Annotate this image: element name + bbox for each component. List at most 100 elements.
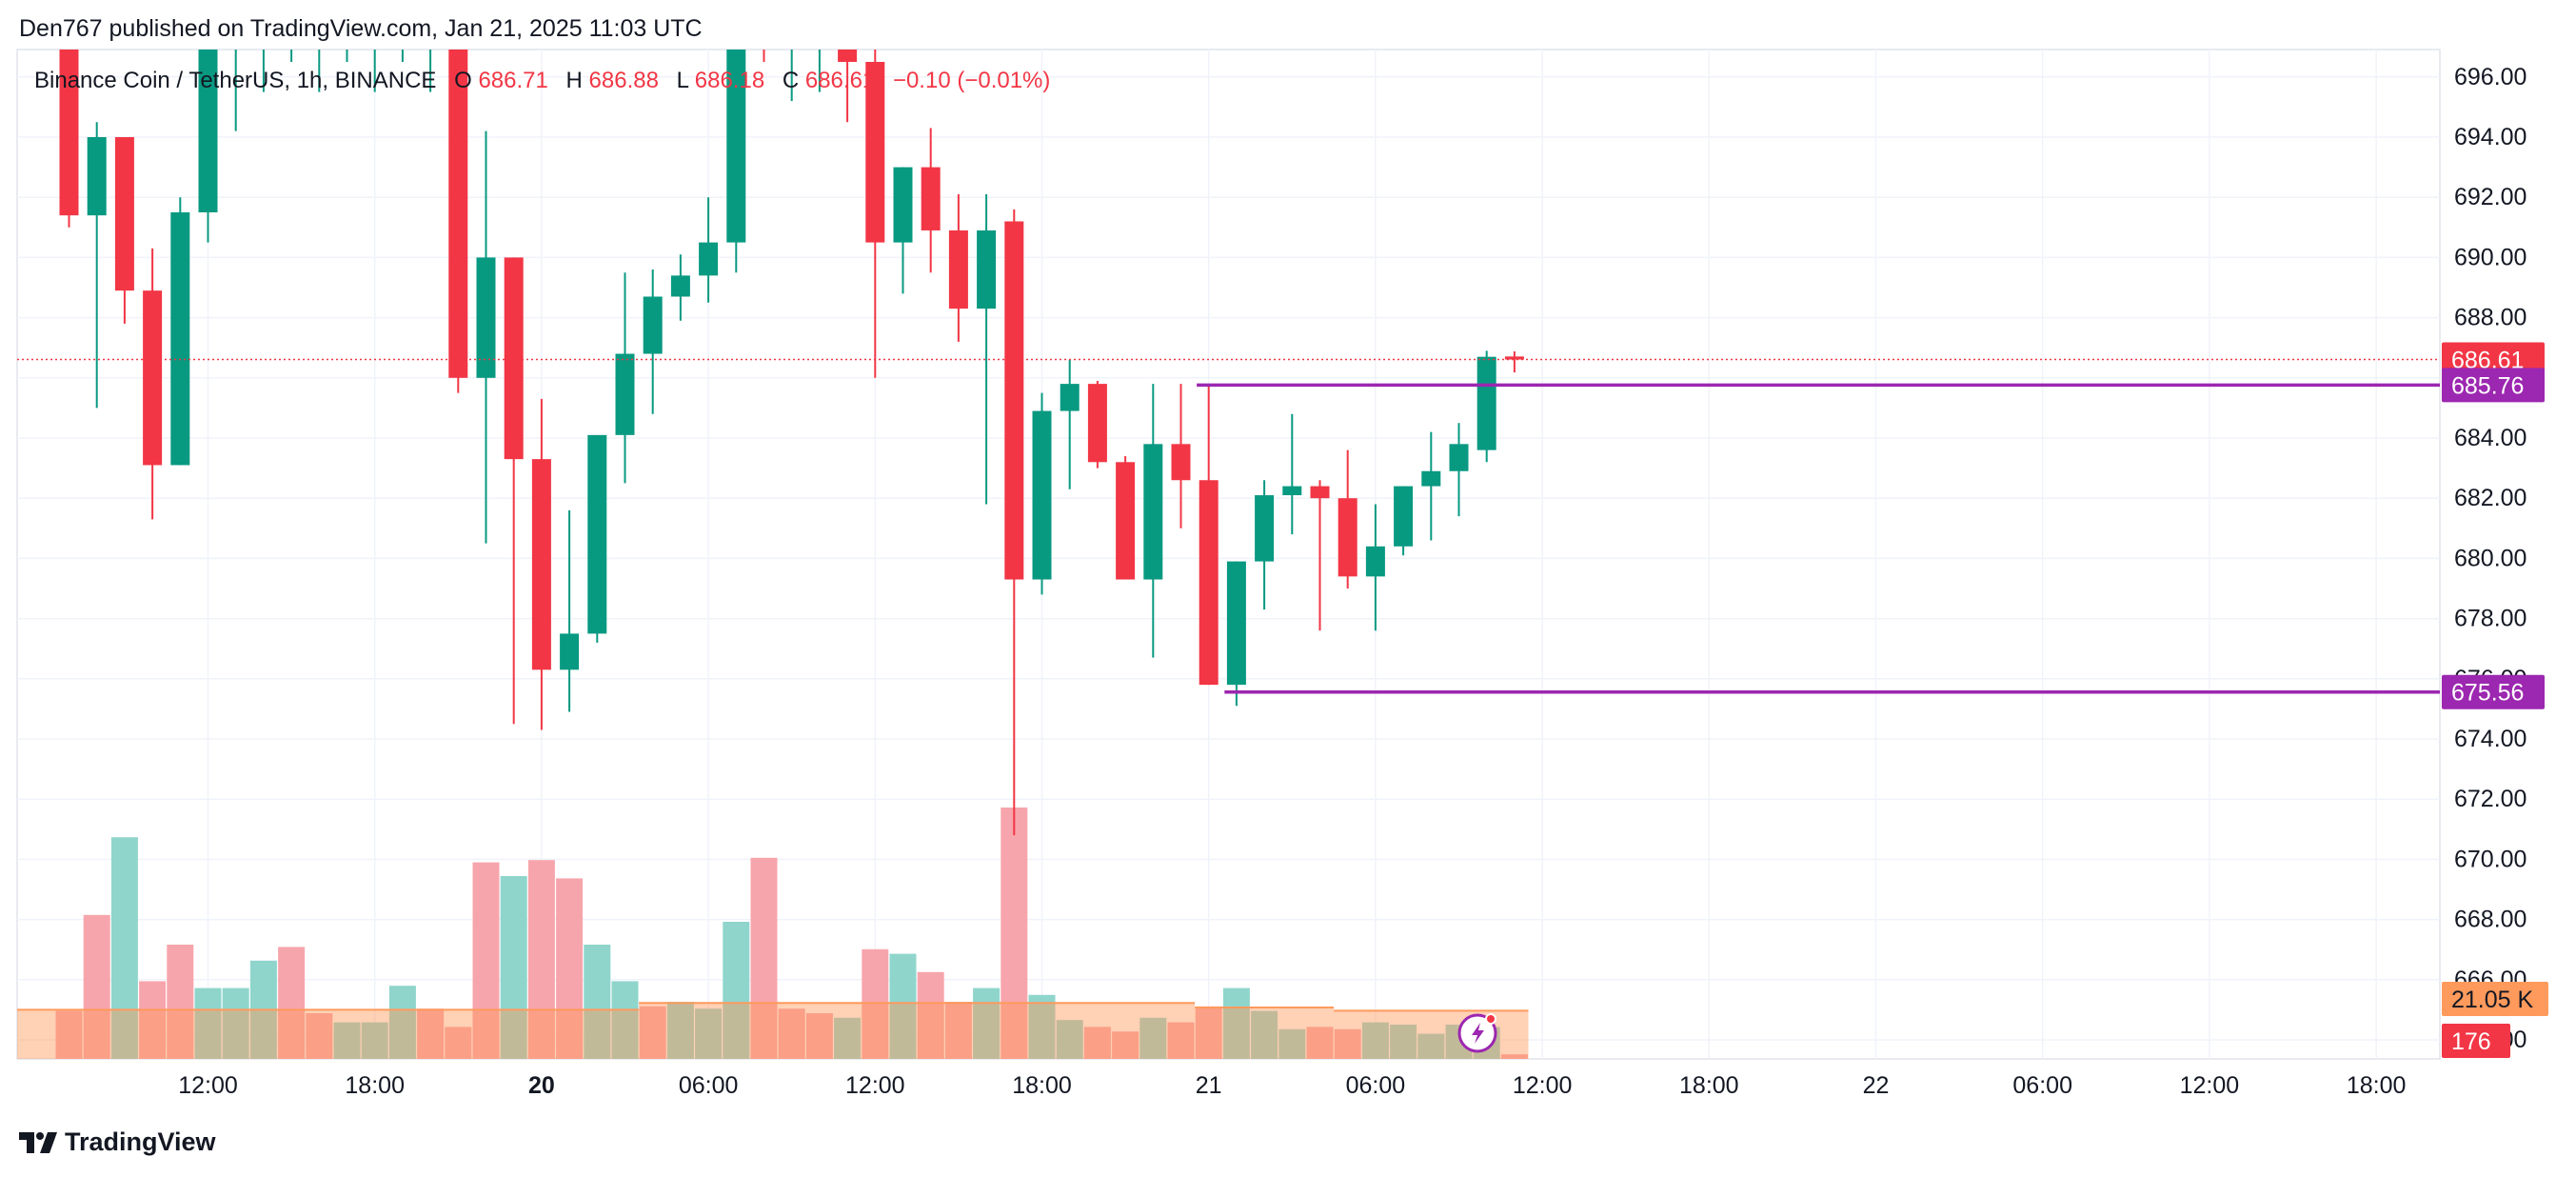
candle-body [948,229,968,309]
candle-body [1282,486,1302,496]
volume-bar [1390,1025,1417,1059]
tradingview-logo[interactable]: TradingView [19,1127,216,1157]
upper-level-badge-text: 685.76 [2451,372,2524,399]
volume-ma-badge: 21.05 K [2442,982,2548,1016]
volume-bar [1112,1031,1139,1059]
candle-body [1504,356,1524,360]
volume-bar [889,953,917,1059]
x-tick-label: 12:00 [845,1072,905,1099]
candle-body [448,50,468,378]
candle-body [838,50,858,62]
x-tick-label: 06:00 [1346,1072,1406,1099]
volume-bar [1417,1033,1445,1059]
x-tick-label: 18:00 [345,1072,405,1099]
candle-body [170,212,190,466]
upper-level-badge: 685.76 [2442,368,2545,403]
x-tick-label: 12:00 [1513,1072,1573,1099]
volume-bar [445,1027,472,1059]
lightning-bolt-icon [1472,1023,1484,1044]
x-tick-label: 20 [528,1072,555,1099]
volume-bar [1167,1022,1195,1059]
volume-bar [1306,1027,1334,1059]
x-tick-label: 18:00 [1679,1072,1739,1099]
volume-bar [639,1006,666,1059]
volume-bar [110,837,138,1059]
legend-open-label: O [454,68,472,93]
candle-body [1226,561,1246,686]
grid [16,49,2441,1060]
candle-body [1338,498,1357,577]
y-tick-label: 674.00 [2454,726,2526,752]
volume-bar [1195,1006,1222,1059]
volume-ma-area [17,1009,640,1059]
candle-body [1032,410,1052,580]
volume-bar [1278,1028,1306,1059]
lower-level-badge: 675.56 [2442,674,2545,709]
brand-name: TradingView [65,1127,216,1156]
volume-bar [500,876,527,1059]
y-tick-label: 672.00 [2454,786,2526,812]
legend-change: −0.10 (−0.01%) [893,68,1050,93]
volume-bar [139,981,167,1059]
y-tick-label: 684.00 [2454,425,2526,451]
candle-body [1449,444,1469,471]
candle-body [587,434,607,634]
volume-bar [973,987,1001,1059]
alert-lightning-icon[interactable] [1457,1013,1497,1053]
volume-bar [333,1022,361,1059]
candle-body [1421,470,1441,487]
volume-pane [17,808,1529,1059]
volume-bar [417,1008,445,1059]
volume-bar [1251,1010,1278,1059]
candle-body [977,229,997,309]
x-tick-label: 21 [1196,1072,1222,1099]
volume-bar [306,1013,333,1059]
candle-body [1143,444,1163,580]
x-tick-label: 12:00 [2180,1072,2240,1099]
candle-body [726,50,746,243]
y-tick-label: 696.00 [2454,64,2526,90]
x-tick-label: 18:00 [2347,1072,2407,1099]
candle-body [1004,221,1024,580]
candle-body [643,296,663,354]
volume-last-badge: 176 [2442,1024,2510,1058]
y-tick-label: 694.00 [2454,124,2526,150]
y-tick-label: 690.00 [2454,244,2526,270]
volume-bar [750,857,778,1059]
volume-bar [917,971,944,1059]
volume-last-badge-bg [2442,1024,2510,1058]
candle-body [198,50,218,212]
volume-bar [1056,1020,1083,1059]
volume-ma-badge-bg [2442,982,2548,1016]
candle-body [1116,462,1136,580]
volume-ma-area [1195,1007,1335,1059]
candle-body [1394,486,1414,547]
volume-bar [1083,1027,1111,1059]
candle-body [59,50,79,216]
pane-border [16,49,2441,1060]
x-tick-label: 12:00 [178,1072,238,1099]
legend-low-value: 686.18 [695,68,764,93]
x-tick-label: 06:00 [2012,1072,2072,1099]
candle-body [143,290,163,466]
volume-bar [805,1013,833,1059]
candle-body [1476,356,1496,450]
candle-body [1310,486,1330,499]
candle-body [865,62,885,243]
candle-body [921,167,941,230]
volume-bar [611,981,639,1059]
volume-bar [1334,1028,1361,1059]
volume-bar [862,948,889,1059]
volume-bar [167,945,194,1059]
y-tick-label: 668.00 [2454,907,2526,933]
volume-bar [527,860,555,1059]
volume-bar [83,914,110,1059]
legend-close-label: C [783,68,799,93]
volume-ma-area [1334,1010,1529,1059]
legend-open-value: 686.71 [478,68,547,93]
y-tick-label: 680.00 [2454,545,2526,571]
candle-body [1199,480,1219,686]
volume-bar [1500,1054,1528,1059]
volume-bar [666,1002,694,1059]
